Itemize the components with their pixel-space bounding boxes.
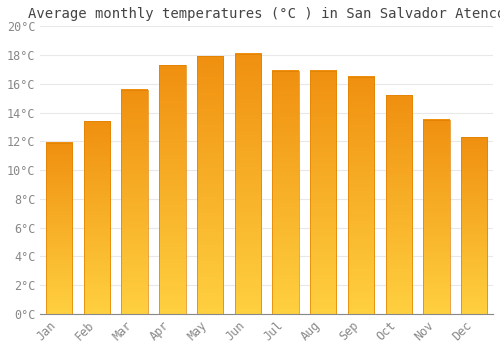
Bar [122, 90, 148, 314]
Bar [234, 54, 261, 314]
Bar [159, 65, 186, 314]
Bar [424, 120, 450, 314]
Bar [272, 71, 299, 314]
Bar [46, 143, 72, 314]
Bar [461, 137, 487, 314]
Title: Average monthly temperatures (°C ) in San Salvador Atenco: Average monthly temperatures (°C ) in Sa… [28, 7, 500, 21]
Bar [348, 77, 374, 314]
Bar [84, 121, 110, 314]
Bar [310, 71, 336, 314]
Bar [197, 56, 224, 314]
Bar [386, 95, 412, 314]
